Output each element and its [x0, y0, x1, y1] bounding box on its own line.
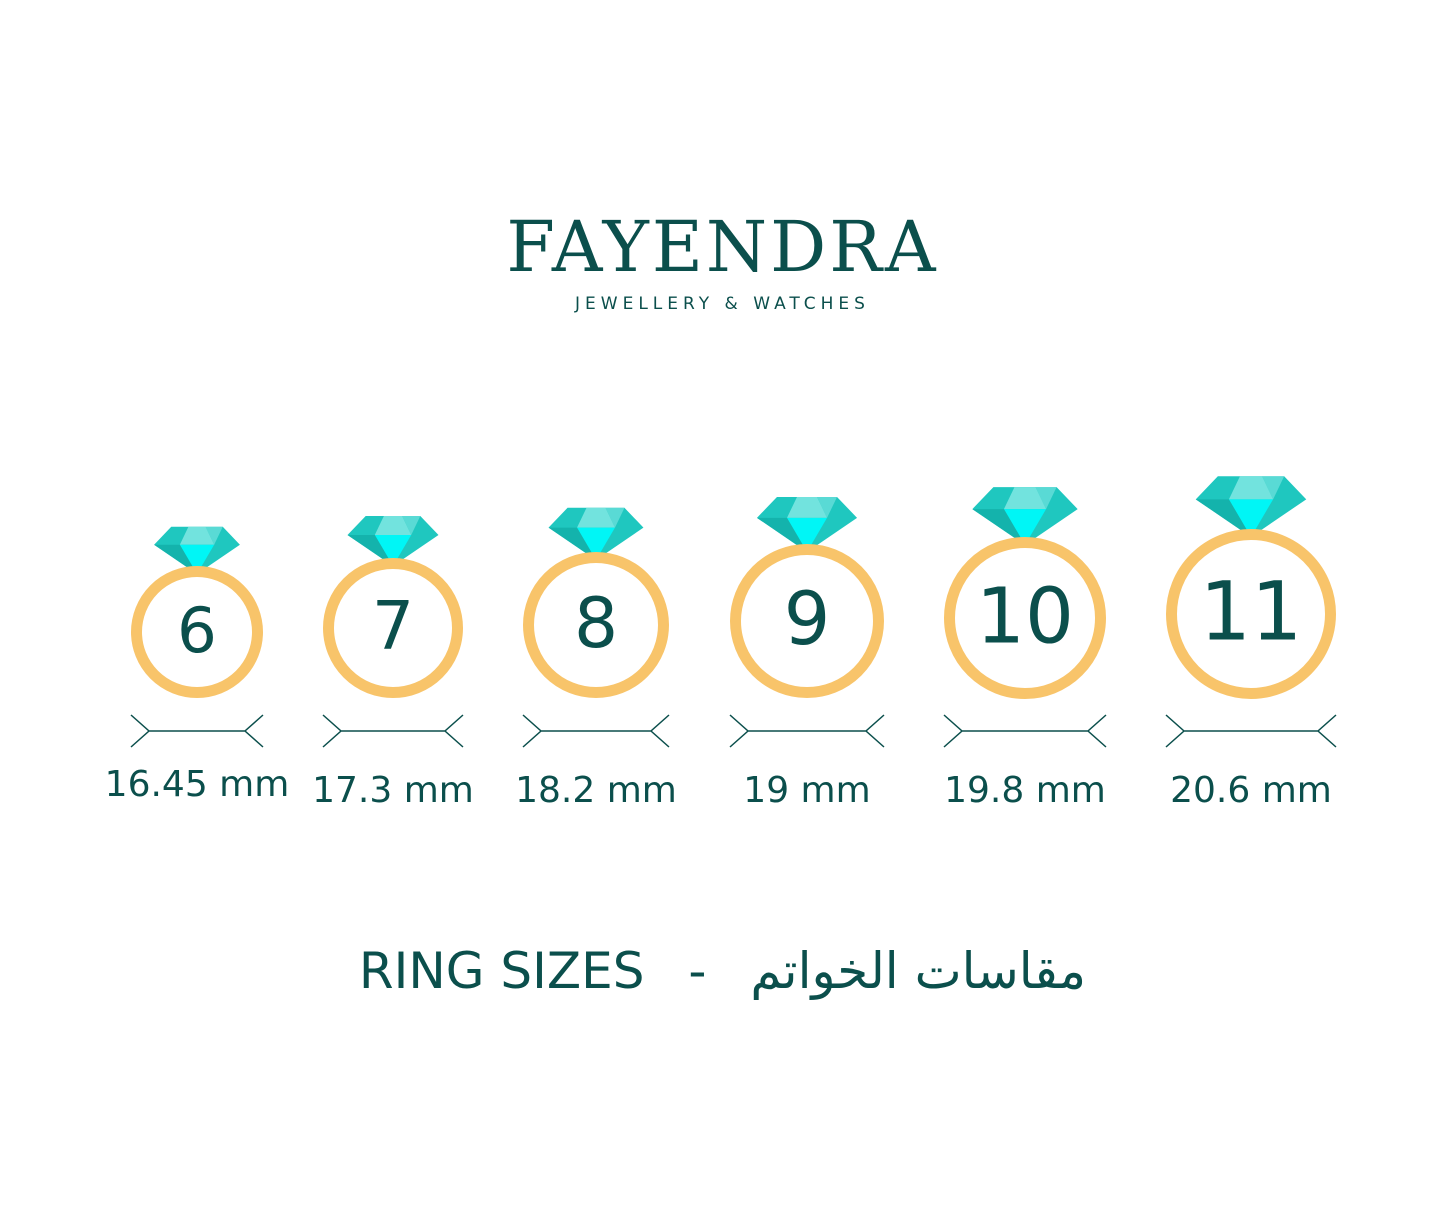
measure-line	[943, 714, 1107, 748]
ring-size-number: 10	[976, 572, 1074, 661]
gem-facet	[1262, 476, 1285, 500]
ring-10: 10 19.8 mm	[943, 487, 1107, 811]
gem-facet	[972, 509, 1025, 545]
gem-facet	[1228, 499, 1274, 537]
ring-diameter-label: 18.2 mm	[515, 770, 677, 811]
ring-band	[730, 544, 884, 698]
title-english: RING SIZES	[358, 942, 645, 1000]
ring-size-number: 8	[574, 584, 618, 664]
ring-size-number: 11	[1200, 566, 1303, 660]
gem-facet	[786, 496, 828, 518]
ring-11: 11 20.6 mm	[1165, 476, 1337, 811]
gem-facet	[1003, 509, 1047, 545]
gem-facet	[1195, 499, 1251, 537]
gem-facet	[179, 526, 215, 545]
gem-facet	[548, 527, 596, 560]
brand-tagline: JEWELLERY & WATCHES	[575, 294, 870, 314]
measure-line	[1165, 714, 1337, 748]
gem-facet	[605, 507, 625, 528]
ring-9: 9 19 mm	[729, 496, 885, 811]
gem-facet	[577, 507, 615, 528]
ring-size-number: 9	[784, 577, 831, 662]
ring-band	[1166, 529, 1336, 699]
gem-facet	[577, 527, 615, 560]
gem-facet	[817, 496, 838, 518]
page-title: RING SIZES - مقاسات الخواتم	[0, 942, 1445, 1000]
brand-logo: FAYENDRA	[506, 206, 939, 288]
gem-facet	[1035, 487, 1057, 510]
gem-facet	[786, 517, 828, 552]
measure-line	[322, 714, 464, 748]
ring-8: 8 18.2 mm	[515, 507, 677, 811]
measure-line	[522, 714, 670, 748]
gem-facet	[179, 544, 215, 574]
measure-line	[130, 714, 264, 748]
gem-facet	[1228, 476, 1274, 500]
ring-band	[131, 566, 263, 698]
ring-diameter-label: 16.45 mm	[105, 764, 290, 805]
gem-facet	[374, 534, 412, 566]
ring-size-number: 7	[372, 587, 414, 665]
ring-diameter-label: 19 mm	[743, 770, 870, 811]
ring-7: 7 17.3 mm	[312, 515, 474, 811]
title-arabic: مقاسات الخواتم	[750, 942, 1087, 1000]
gem-facet	[347, 534, 393, 566]
ring-band	[523, 552, 669, 698]
ring-diameter-label: 20.6 mm	[1170, 770, 1332, 811]
ring-diameter-label: 19.8 mm	[944, 770, 1106, 811]
ring-band	[323, 558, 463, 698]
gem-facet	[154, 544, 197, 574]
gem-facet	[1003, 487, 1047, 510]
ring-size-number: 6	[177, 594, 217, 667]
title-separator: -	[688, 942, 707, 1000]
ring-band	[944, 537, 1106, 699]
gem-facet	[205, 526, 223, 545]
ring-diameter-label: 17.3 mm	[312, 770, 474, 811]
measure-line	[729, 714, 885, 748]
gem-facet	[402, 515, 421, 535]
gem-facet	[756, 517, 807, 552]
gem-facet	[374, 515, 412, 535]
ring-6: 6 16.45 mm	[105, 526, 290, 805]
